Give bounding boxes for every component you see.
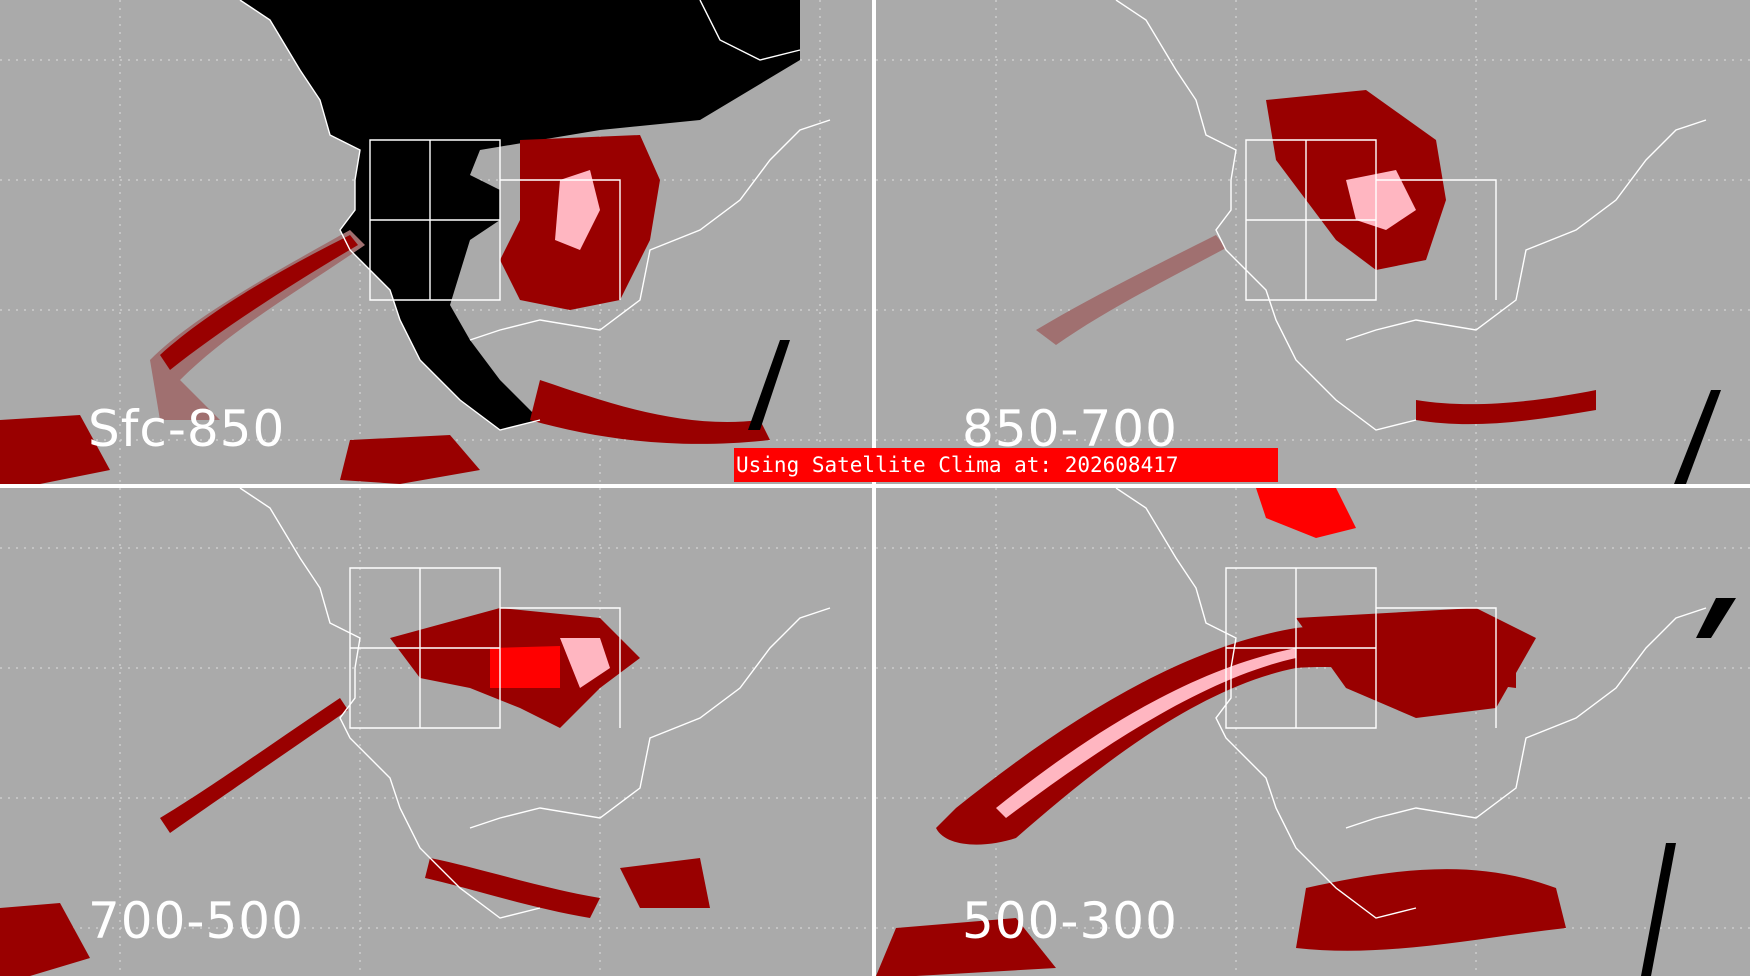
graticule (876, 0, 1750, 484)
moisture-plume (1296, 608, 1536, 718)
layer-label: Sfc-850 (88, 400, 286, 458)
moisture-plume (490, 646, 560, 688)
coastlines (1115, 0, 1707, 431)
coastlines (239, 0, 831, 431)
moisture-plume (160, 235, 358, 370)
graticule (0, 488, 872, 976)
satellite-climatology-banner: Using Satellite Clima at: 202608417 (734, 448, 1278, 482)
moisture-plume (1346, 170, 1416, 230)
moisture-plume (876, 918, 1056, 976)
moisture-plume (560, 638, 610, 688)
moisture-plume (555, 170, 600, 250)
layer-label: 500-300 (962, 892, 1178, 950)
moisture-plume (160, 698, 348, 833)
map-sfc-850 (0, 0, 872, 484)
moisture-plume (530, 380, 770, 444)
missing-data-strip (1696, 598, 1736, 638)
missing-data-strip (1674, 390, 1721, 484)
map-700-500 (0, 488, 872, 976)
panel-700-500: 700-500 (0, 488, 872, 976)
coastlines (239, 488, 831, 919)
moisture-plume (1296, 869, 1566, 951)
map-500-300 (876, 488, 1750, 976)
layer-label: 700-500 (88, 892, 304, 950)
moisture-plume (150, 230, 365, 420)
moisture-plume (425, 858, 600, 918)
panel-sfc-850: Sfc-850 (0, 0, 872, 484)
moisture-plume (1036, 235, 1226, 345)
moisture-plume (1256, 488, 1356, 538)
moisture-plume (0, 415, 110, 484)
moisture-plume (996, 648, 1296, 818)
moisture-plume (1416, 390, 1596, 425)
map-850-700 (876, 0, 1750, 484)
moisture-plume (620, 858, 710, 908)
moisture-plume (340, 435, 480, 484)
missing-data-strip (748, 340, 790, 430)
panel-850-700: 850-700 (876, 0, 1750, 484)
panel-500-300: 500-300 (876, 488, 1750, 976)
coastlines (1115, 488, 1707, 919)
moisture-plume (0, 903, 90, 976)
missing-data-strip (1641, 843, 1676, 976)
layer-label: 850-700 (962, 400, 1178, 458)
missing-data-region (240, 0, 800, 430)
